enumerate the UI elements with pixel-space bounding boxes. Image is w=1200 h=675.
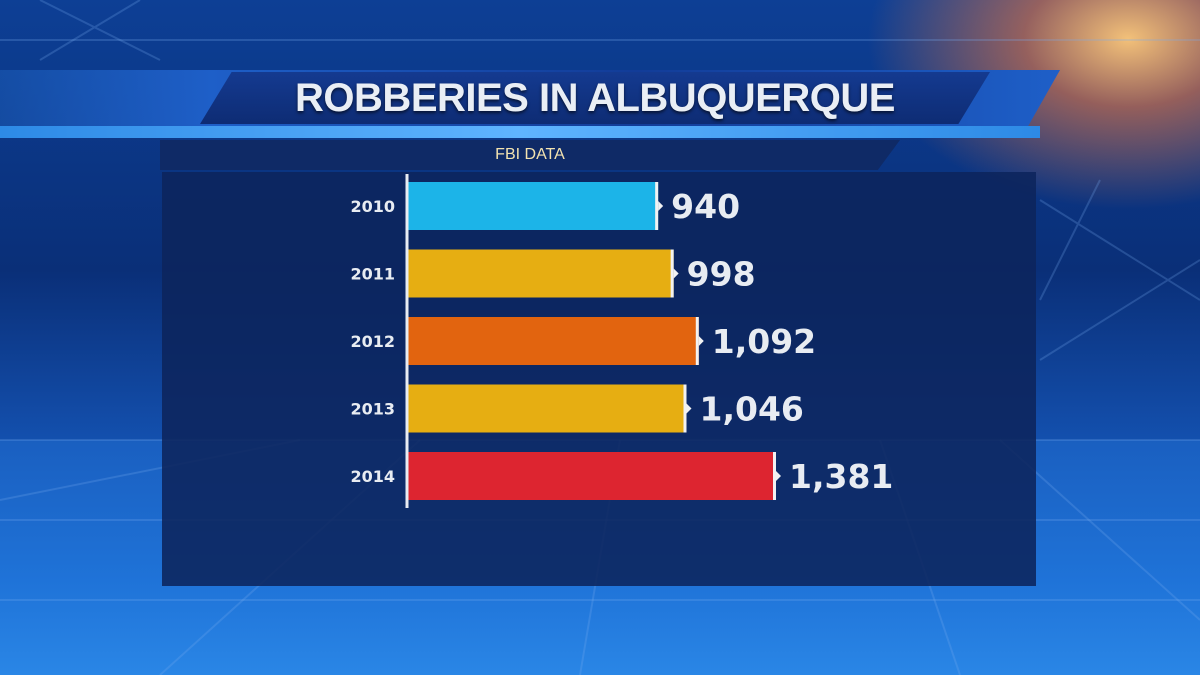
category-label: 2013: [350, 400, 395, 419]
bar-2014: [407, 452, 776, 500]
value-label: 1,381: [789, 457, 893, 496]
category-label: 2011: [350, 265, 395, 284]
chart-subtitle: FBI DATA: [495, 146, 565, 163]
category-label: 2012: [350, 332, 395, 351]
bar-pointer: [698, 336, 704, 346]
value-label: 998: [687, 255, 756, 294]
bar-end-cap: [670, 249, 674, 298]
bar-2010: [407, 182, 659, 230]
bar-pointer: [658, 201, 664, 211]
bar-2011: [407, 249, 674, 298]
bar-pointer: [673, 268, 679, 279]
bar-pointer: [686, 403, 692, 414]
category-label: 2014: [350, 467, 395, 486]
bar-pointer: [776, 471, 781, 481]
bar-end-cap: [683, 384, 687, 433]
bar-end-cap: [695, 317, 699, 365]
chart-panel: [162, 172, 1036, 586]
chart-title: ROBBERIES IN ALBUQUERQUE: [295, 76, 895, 120]
value-label: 1,046: [699, 390, 803, 429]
subtitle-band: [160, 140, 900, 170]
bar-2012: [407, 317, 699, 365]
value-label: 1,092: [712, 322, 816, 361]
title-plate: [200, 72, 990, 124]
category-label: 2010: [350, 197, 395, 216]
bar-end-cap: [773, 452, 776, 500]
bar-end-cap: [655, 182, 659, 230]
bar-2013: [407, 384, 687, 433]
title-stripe: [0, 126, 1040, 138]
value-label: 940: [671, 187, 740, 226]
